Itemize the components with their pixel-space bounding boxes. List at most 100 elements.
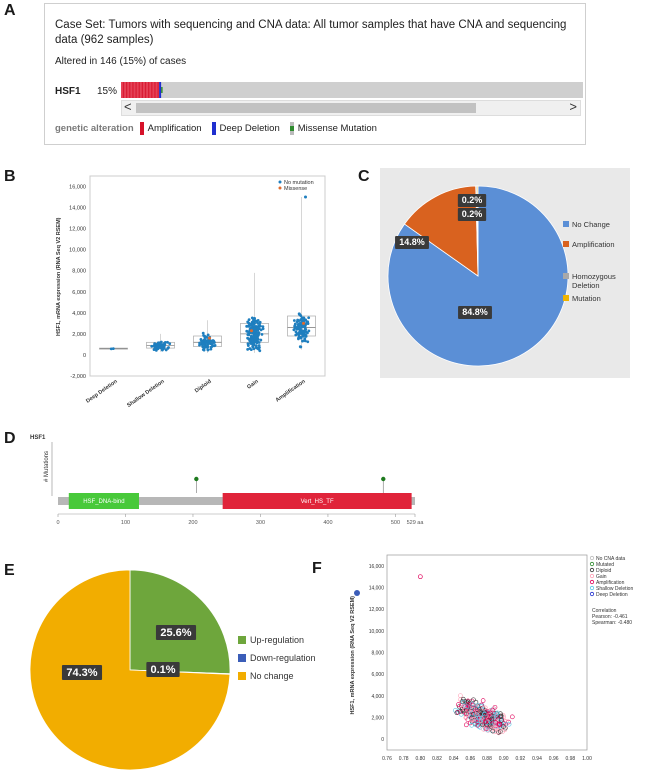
data-point bbox=[470, 707, 476, 712]
x-tick-label: 0.76 bbox=[382, 756, 392, 762]
amplification-swatch bbox=[139, 122, 144, 135]
data-point bbox=[293, 322, 297, 326]
y-axis-label: HSF1, mRNA expression (RNA Seq V2 RSEM) bbox=[56, 217, 62, 336]
y-tick-label: 6,000 bbox=[371, 672, 384, 678]
horizontal-scrollbar[interactable]: < > bbox=[121, 99, 581, 116]
chart-e-svg: 25.6% 0.1% 74.3% Up-regulation Down-regulati… bbox=[29, 569, 316, 771]
data-point bbox=[249, 323, 253, 327]
data-point bbox=[210, 339, 214, 343]
data-point bbox=[494, 711, 499, 717]
value-label: 14.8% bbox=[399, 237, 425, 247]
data-point bbox=[295, 320, 299, 324]
data-point bbox=[303, 339, 307, 343]
data-point bbox=[471, 697, 476, 703]
value-label-bg bbox=[457, 194, 487, 207]
regulation-pie-panel: 25.6% 0.1% 74.3% Up-regulation Down-regulati… bbox=[20, 560, 330, 780]
data-point bbox=[249, 338, 252, 342]
x-tick-label: 0.80 bbox=[415, 756, 425, 762]
x-tick-label: 100 bbox=[121, 520, 130, 526]
data-point bbox=[253, 340, 257, 344]
data-point bbox=[206, 333, 210, 337]
data-point bbox=[109, 347, 113, 351]
data-point bbox=[260, 333, 264, 336]
x-tick-label: Diploid bbox=[194, 379, 213, 395]
data-point bbox=[468, 720, 473, 726]
legend-label: Amplification bbox=[596, 580, 625, 586]
pie-slice bbox=[129, 569, 231, 675]
sample-divider bbox=[150, 82, 151, 98]
sample-divider bbox=[128, 82, 129, 98]
data-point bbox=[209, 345, 213, 349]
domain-label: HSF_DNA-bind bbox=[83, 499, 124, 505]
pie-slice bbox=[29, 569, 231, 771]
data-point bbox=[252, 347, 256, 351]
scroll-left-icon[interactable]: < bbox=[124, 99, 132, 114]
sample-divider bbox=[132, 82, 134, 98]
legend-label: Down-regulation bbox=[250, 653, 316, 663]
legend-dot-missense bbox=[278, 186, 282, 190]
x-tick-label: 0.82 bbox=[432, 756, 442, 762]
data-point bbox=[246, 320, 250, 324]
data-point bbox=[254, 344, 258, 348]
value-label-bg bbox=[457, 208, 487, 221]
data-point bbox=[213, 341, 216, 344]
data-point bbox=[481, 705, 486, 711]
panel-label-f: F bbox=[312, 560, 322, 577]
value-label: 84.8% bbox=[462, 307, 488, 317]
data-point bbox=[253, 329, 257, 333]
data-point bbox=[306, 320, 310, 324]
data-point bbox=[494, 722, 499, 727]
data-point bbox=[479, 715, 484, 721]
oncoprint-track[interactable] bbox=[121, 82, 583, 98]
x-tick-label: 0.96 bbox=[549, 756, 559, 762]
panel-label-d: D bbox=[4, 430, 16, 447]
missense-point bbox=[250, 329, 253, 333]
data-point bbox=[254, 334, 258, 338]
data-point bbox=[251, 331, 255, 335]
data-point bbox=[250, 326, 254, 330]
data-point bbox=[247, 330, 250, 334]
sample-divider bbox=[135, 82, 137, 98]
deep-deletion-bar bbox=[159, 82, 162, 98]
x-tick-label: Shallow Deletion bbox=[126, 378, 166, 409]
panel-label-a: A bbox=[4, 2, 16, 19]
data-point bbox=[249, 342, 253, 345]
data-point bbox=[199, 337, 203, 341]
value-label: 25.6% bbox=[160, 627, 191, 639]
x-tick-label: 0.88 bbox=[482, 756, 492, 762]
data-point bbox=[474, 712, 479, 717]
legend-swatch bbox=[563, 295, 569, 301]
legend-swatch bbox=[563, 221, 569, 227]
legend-item-amplification: Amplification bbox=[139, 122, 202, 135]
data-point bbox=[489, 716, 495, 722]
sample-divider bbox=[122, 82, 124, 98]
scroll-right-icon[interactable]: > bbox=[569, 99, 577, 114]
data-point bbox=[245, 324, 249, 328]
data-point bbox=[465, 699, 471, 705]
protein-domain bbox=[68, 493, 139, 509]
data-point bbox=[501, 724, 506, 729]
sample-divider bbox=[140, 82, 141, 98]
scrollbar-thumb[interactable] bbox=[136, 103, 476, 113]
sample-divider bbox=[129, 82, 131, 98]
data-point bbox=[297, 312, 301, 316]
data-point bbox=[302, 316, 305, 320]
sample-divider bbox=[125, 82, 126, 98]
data-point bbox=[302, 319, 306, 323]
legend-dot-no-mutation bbox=[278, 180, 282, 184]
domain-label: Vert_HS_TF bbox=[301, 499, 334, 505]
y-tick-label: 2,000 bbox=[371, 716, 384, 722]
data-point bbox=[250, 316, 254, 320]
correlation-text: Correlation bbox=[592, 608, 617, 614]
sample-divider bbox=[121, 82, 122, 98]
data-point bbox=[253, 322, 256, 325]
oncoprint-bars bbox=[121, 82, 163, 98]
sample-divider bbox=[148, 82, 150, 98]
value-label-bg bbox=[395, 236, 429, 249]
data-point bbox=[155, 344, 159, 347]
data-point bbox=[261, 325, 265, 329]
legend-label: Amplification bbox=[147, 123, 202, 134]
sample-divider bbox=[145, 82, 147, 98]
data-point bbox=[463, 711, 469, 717]
value-label-bg bbox=[146, 662, 180, 677]
